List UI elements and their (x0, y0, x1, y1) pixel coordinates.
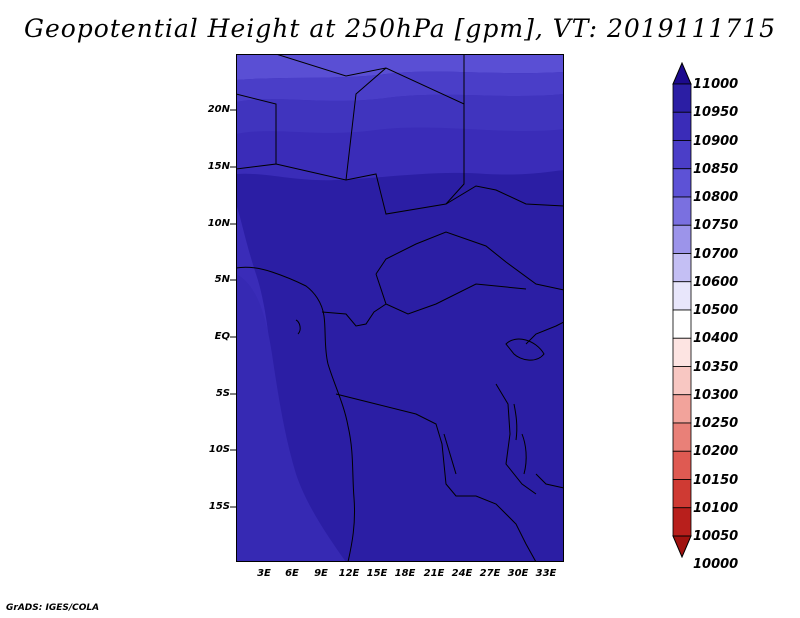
height-band-10850 (236, 71, 564, 102)
colorbar-swatch (672, 111, 692, 141)
lon-label: 12E (338, 568, 360, 579)
colorbar-label: 10000 (693, 557, 739, 573)
colorbar-max-arrow (672, 62, 692, 85)
colorbar-swatch (672, 253, 692, 283)
height-band-10950 (236, 170, 564, 562)
lon-label: 3E (257, 568, 271, 579)
lon-label: 9E (314, 568, 328, 579)
colorbar-min-arrow (672, 535, 692, 558)
colorbar-label: 10800 (693, 190, 739, 205)
colorbar-label: 10050 (693, 529, 739, 544)
colorbar-swatch (672, 196, 692, 226)
colorbar-swatch (672, 479, 692, 509)
colorbar-label: 10250 (693, 416, 739, 431)
footer-credit: GrADS: IGES/COLA (6, 603, 100, 613)
colorbar-swatch (672, 394, 692, 424)
latitude-ticks (230, 109, 236, 508)
colorbar-label: 10300 (693, 387, 739, 403)
lon-label: 24E (451, 568, 473, 579)
lat-label: 15N (207, 161, 230, 172)
lon-label: 27E (479, 568, 501, 579)
height-band-ocean (236, 274, 346, 562)
height-band-10800 (236, 54, 564, 80)
lon-label: 6E (285, 568, 299, 579)
colorbar-swatch (672, 507, 692, 537)
lat-label: EQ (214, 331, 230, 342)
colorbar-swatch (672, 337, 692, 367)
colorbar-label: 10400 (693, 331, 739, 347)
colorbar-swatch (672, 168, 692, 198)
colorbar-swatch (672, 422, 692, 452)
map-border (236, 54, 564, 562)
colorbar-swatch (672, 140, 692, 170)
map-plot (236, 54, 564, 562)
colorbar-swatch (672, 83, 692, 113)
colorbar-swatch (672, 366, 692, 396)
lakes (295, 319, 545, 475)
colorbar-label: 10200 (693, 444, 739, 460)
lon-label: 33E (535, 568, 557, 579)
colorbar-label: 10750 (693, 218, 739, 234)
lat-label: 20N (207, 104, 230, 115)
colorbar-label: 10100 (693, 500, 739, 516)
colorbar-label: 10700 (693, 246, 739, 262)
chart-title: Geopotential Height at 250hPa [gpm], VT:… (23, 14, 777, 43)
lon-label: 18E (394, 568, 416, 579)
lon-label: 30E (507, 568, 529, 579)
lat-label: 5N (214, 274, 230, 285)
lon-label: 21E (423, 568, 445, 579)
colorbar (672, 62, 692, 558)
colorbar-label: 10350 (693, 359, 739, 375)
colorbar-label: 10600 (693, 274, 739, 290)
colorbar-label: 10500 (693, 303, 739, 318)
country-borders (236, 54, 564, 562)
colorbar-swatch (672, 450, 692, 480)
colorbar-label: 10950 (693, 105, 739, 121)
height-band-10875 (236, 94, 564, 134)
lat-label: 10S (208, 444, 230, 455)
lat-label: 15S (208, 501, 230, 512)
colorbar-label: 10900 (693, 133, 739, 149)
colorbar-swatch (672, 309, 692, 339)
lon-label: 15E (366, 568, 388, 579)
colorbar-swatch (672, 224, 692, 254)
lat-label: 10N (207, 218, 230, 229)
colorbar-swatch (672, 281, 692, 311)
colorbar-label: 10850 (693, 161, 739, 177)
colorbar-label: 11000 (693, 77, 739, 92)
colorbar-label: 10150 (693, 472, 739, 488)
lat-label: 5S (215, 388, 230, 399)
